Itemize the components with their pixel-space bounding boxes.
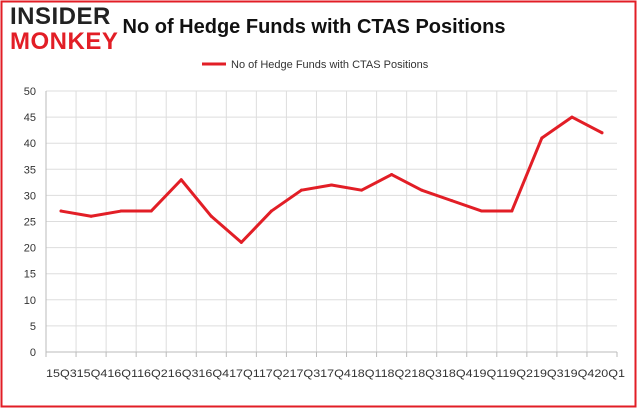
- data-point: [540, 136, 544, 140]
- data-point: [119, 209, 123, 213]
- chart-title: No of Hedge Funds with CTAS Positions: [123, 16, 506, 38]
- data-point: [390, 173, 394, 177]
- data-point: [149, 209, 153, 213]
- data-point: [480, 209, 484, 213]
- logo-line-2: MONKEY: [10, 28, 118, 55]
- data-point: [299, 188, 303, 192]
- x-axis-tick-labels: 15Q315Q416Q116Q216Q316Q417Q117Q217Q317Q4…: [46, 368, 625, 380]
- y-tick-label: 45: [24, 112, 36, 124]
- data-point: [360, 188, 364, 192]
- data-point: [510, 209, 514, 213]
- y-tick-label: 35: [24, 164, 36, 176]
- y-tick-label: 50: [24, 86, 36, 98]
- y-tick-label: 25: [24, 217, 36, 229]
- legend: No of Hedge Funds with CTAS Positions: [202, 59, 429, 71]
- data-point: [269, 209, 273, 213]
- data-point: [600, 131, 604, 135]
- y-tick-label: 40: [24, 138, 36, 150]
- y-tick-label: 15: [24, 269, 36, 281]
- y-tick-label: 30: [24, 190, 36, 202]
- data-point: [89, 214, 93, 218]
- data-point: [59, 209, 63, 213]
- data-point: [330, 183, 333, 187]
- y-tick-label: 20: [24, 243, 36, 255]
- y-tick-label: 10: [24, 295, 36, 307]
- legend-label: No of Hedge Funds with CTAS Positions: [231, 59, 429, 71]
- logo: INSIDER MONKEY: [10, 3, 118, 55]
- data-point: [420, 188, 424, 192]
- data-point: [179, 178, 183, 182]
- data-point: [450, 199, 454, 203]
- data-point: [570, 115, 574, 119]
- y-tick-label: 5: [30, 321, 36, 333]
- data-point: [239, 240, 243, 244]
- data-point: [209, 214, 213, 218]
- logo-line-1: INSIDER: [10, 3, 111, 30]
- grid: [46, 90, 617, 352]
- y-axis-ticks: 0 5 10 15 20 25 30 35 40 45 50: [24, 86, 36, 359]
- axes: [45, 91, 618, 357]
- y-tick-label: 0: [30, 347, 36, 359]
- data-points: [59, 115, 604, 244]
